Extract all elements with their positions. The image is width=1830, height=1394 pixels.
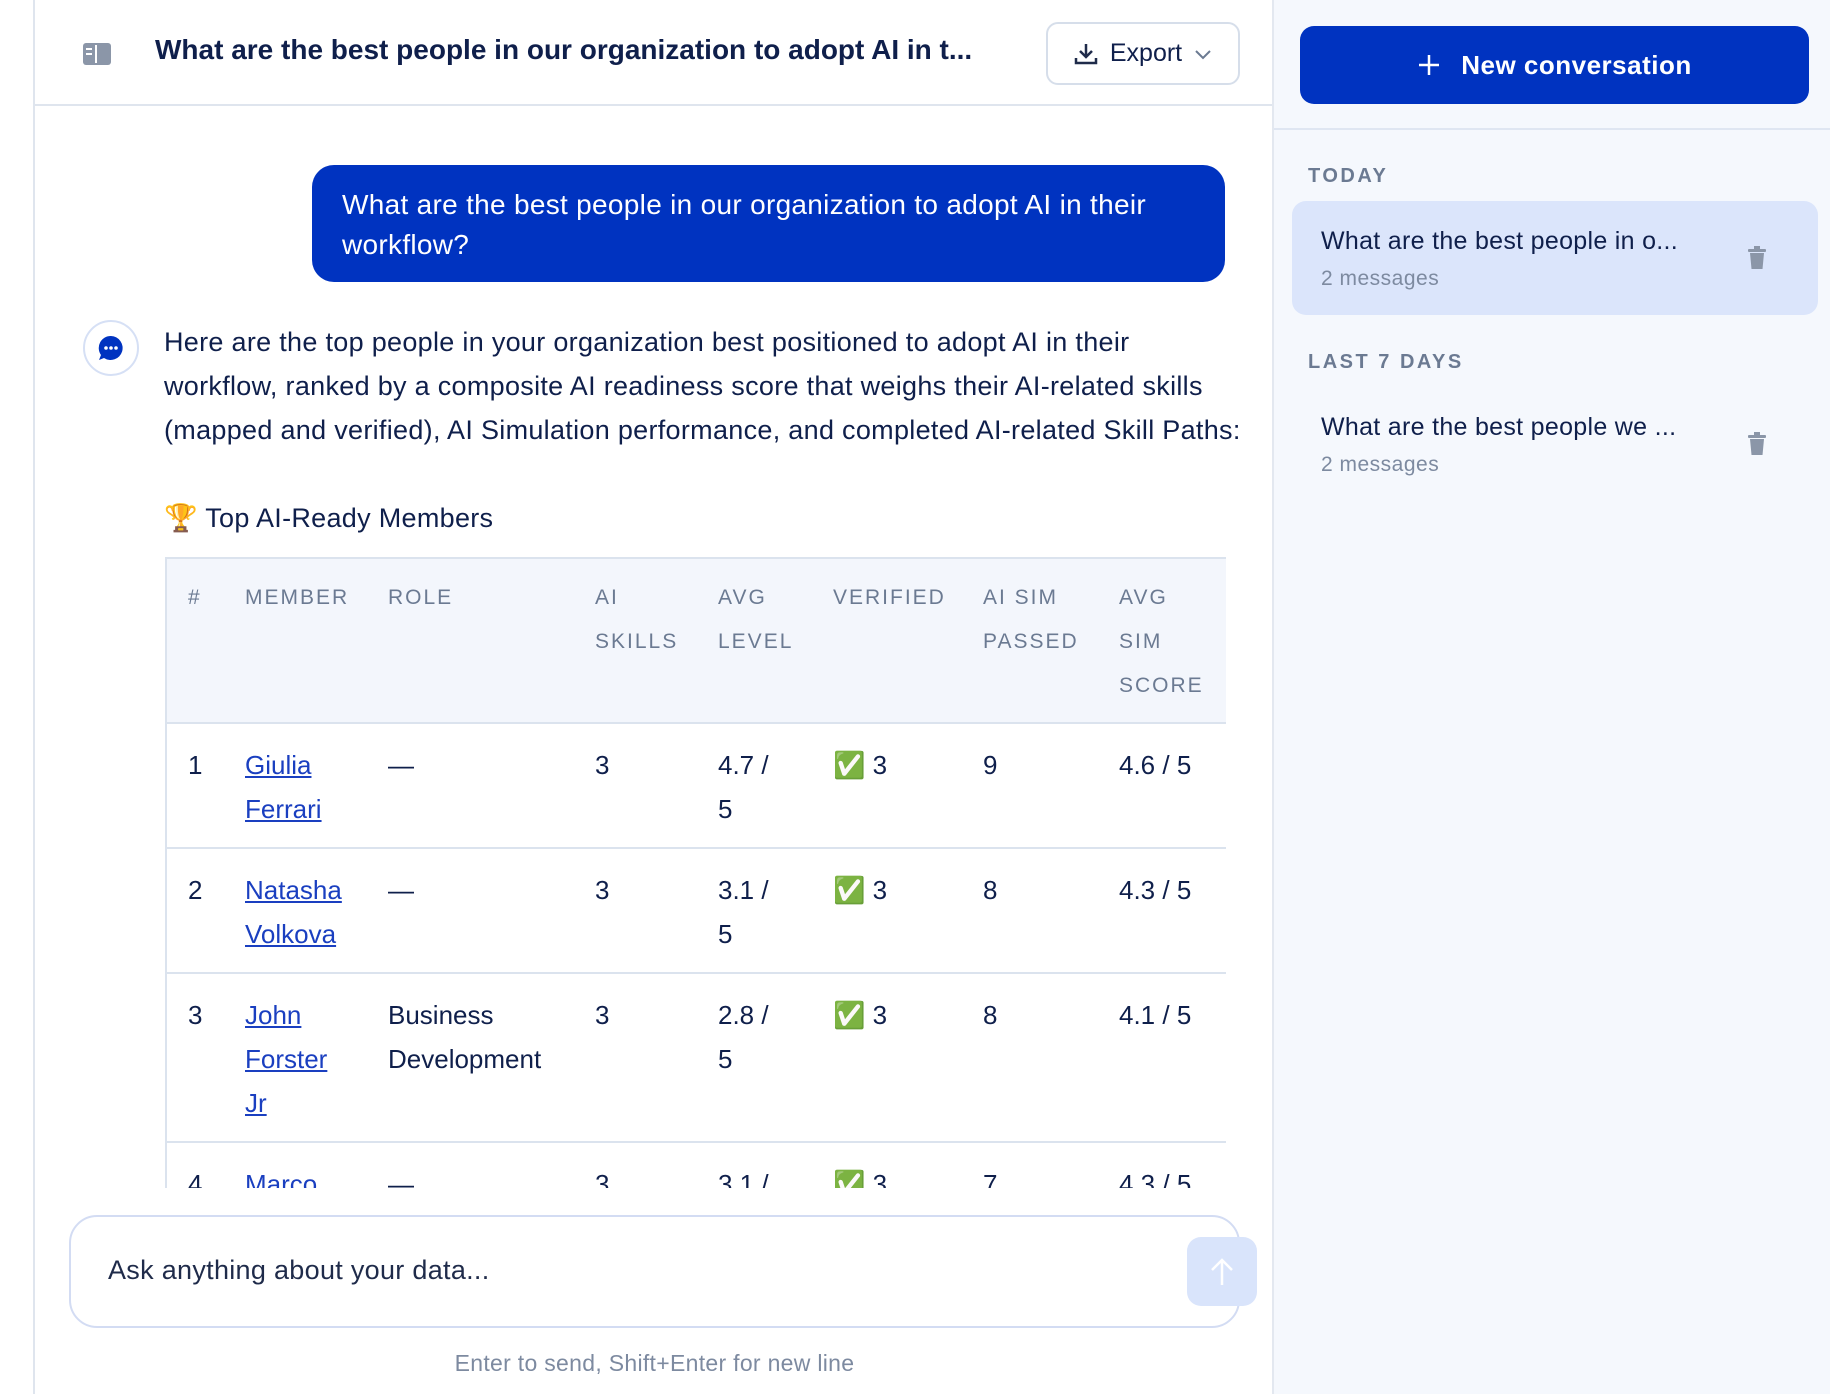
cell: 9 (962, 723, 1098, 849)
conversation-title: What are the best people in o... (1321, 227, 1679, 255)
cell: ✅ 3 (812, 973, 962, 1143)
conversation-title: What are the best people we ... (1321, 413, 1677, 441)
input-placeholder: Ask anything about your data... (108, 1255, 490, 1285)
cell: 3 (574, 1142, 697, 1188)
column-header: AI SKILLS (574, 558, 697, 724)
chat-input[interactable]: Ask anything about your data... (69, 1215, 1257, 1328)
cell: 4 (166, 1142, 224, 1188)
send-button[interactable] (1187, 1237, 1257, 1306)
assistant-avatar (83, 320, 139, 376)
members-table: # MEMBER ROLE AI SKILLS AVG LEVEL VERIFIED AI … (165, 557, 1226, 1188)
chevron (1195, 49, 1211, 59)
delete-button[interactable] (1747, 246, 1767, 275)
trash-icon (1748, 246, 1766, 269)
cell: 3 (166, 973, 224, 1143)
export-button[interactable]: Export (1046, 22, 1240, 85)
conversation-item[interactable]: What are the best people in o... 2 messag… (1292, 201, 1818, 315)
cell: Giulia Ferrari (224, 723, 367, 849)
cell: John Forster Jr (224, 973, 367, 1143)
cell: 3 (574, 848, 697, 974)
export-label: Export (1109, 39, 1183, 67)
member-link[interactable]: Marco (245, 1169, 318, 1188)
assistant-message: Here are the top people in your organiza… (164, 327, 1241, 445)
table-row: 2 Natasha Volkova —3 3.1 / 5 ✅ 3 8 4.3 / 5 (166, 848, 1226, 974)
chat-panel: What are the best people in our organiza… (33, 0, 1274, 1394)
member-link[interactable]: John Forster Jr (245, 1000, 328, 1118)
message-list: What are the best people in our organiza… (35, 106, 1274, 1188)
cell: 4.3 / 5 (1098, 848, 1226, 974)
delete-button[interactable] (1747, 432, 1767, 461)
trash-icon (1748, 432, 1766, 455)
cell: 2 (166, 848, 224, 974)
cell: 3.1 / 5 (697, 848, 812, 974)
input-hint: Enter to send, Shift+Enter for new line (454, 1350, 855, 1376)
table-header: # MEMBER ROLE AI SKILLS AVG LEVEL VERIFIED AI … (166, 558, 1226, 724)
conversation-item[interactable]: What are the best people we ... 2 message… (1292, 387, 1818, 501)
column-header: MEMBER (224, 558, 367, 724)
cell: ✅ 3 (812, 723, 962, 849)
download-icon (1074, 43, 1098, 64)
column-header: VERIFIED (812, 558, 962, 724)
column-header: AVG LEVEL (697, 558, 812, 724)
chat-icon (98, 335, 123, 360)
cell: ✅ 3 (812, 1142, 962, 1188)
send-icon (1211, 1257, 1233, 1285)
sidebar-top: New conversation (1274, 0, 1830, 130)
cell: — (367, 723, 574, 849)
table-row: 3 John Forster Jr Business Development 3 2.8… (166, 973, 1226, 1143)
group-label: TODAY (1308, 165, 1389, 187)
table-row: 1 Giulia Ferrari —3 4.7 / 5 ✅ 3 9 4.6 / 5 (166, 723, 1226, 849)
cell: — (367, 848, 574, 974)
cell: 4.6 / 5 (1098, 723, 1226, 849)
plus-icon (1419, 55, 1440, 75)
cell: 4.3 / 5 (1098, 1142, 1226, 1188)
chat-title: What are the best people in our organiza… (155, 34, 973, 65)
cell: 8 (962, 848, 1098, 974)
cell: 8 (962, 973, 1098, 1143)
table-body: 1 Giulia Ferrari —3 4.7 / 5 ✅ 3 9 4.6 / 5 2 Nata… (166, 723, 1226, 1188)
cell: Marco (224, 1142, 367, 1188)
cell: — (367, 1142, 574, 1188)
cell: 4.1 / 5 (1098, 973, 1226, 1143)
assistant-heading: 🏆 Top AI-Ready Members (164, 503, 494, 533)
cell: 2.8 / 5 (697, 973, 812, 1143)
cell: 1 (166, 723, 224, 849)
column-header: AI SIM PASSED (962, 558, 1098, 724)
member-link[interactable]: Giulia Ferrari (245, 750, 322, 824)
member-link[interactable]: Natasha Volkova (245, 875, 342, 949)
cell: Natasha Volkova (224, 848, 367, 974)
cell: ✅ 3 (812, 848, 962, 974)
chat-header: What are the best people in our organiza… (35, 0, 1274, 106)
new-conversation-label: New conversation (1461, 49, 1692, 80)
conversation-meta: 2 messages (1321, 453, 1440, 476)
new-conversation-button[interactable]: New conversation (1300, 26, 1809, 104)
user-message: What are the best people in our organiza… (312, 165, 1225, 282)
cell: 3.1 / (697, 1142, 812, 1188)
sidebar: New conversation TODAY What are the best … (1272, 0, 1830, 1394)
column-header: ROLE (367, 558, 574, 724)
cell: 4.7 / 5 (697, 723, 812, 849)
column-header: # (166, 558, 224, 724)
cell: 7 (962, 1142, 1098, 1188)
conversation-meta: 2 messages (1321, 267, 1440, 290)
column-header: AVG SIM SCORE (1098, 558, 1226, 724)
cell: 3 (574, 723, 697, 849)
sidebar-toggle[interactable] (82, 42, 112, 66)
table-row: 4 Marco —3 3.1 /✅ 3 7 4.3 / 5 (166, 1142, 1226, 1188)
cell: Business Development (367, 973, 574, 1143)
cell: 3 (574, 973, 697, 1143)
group-label: LAST 7 DAYS (1308, 351, 1464, 373)
